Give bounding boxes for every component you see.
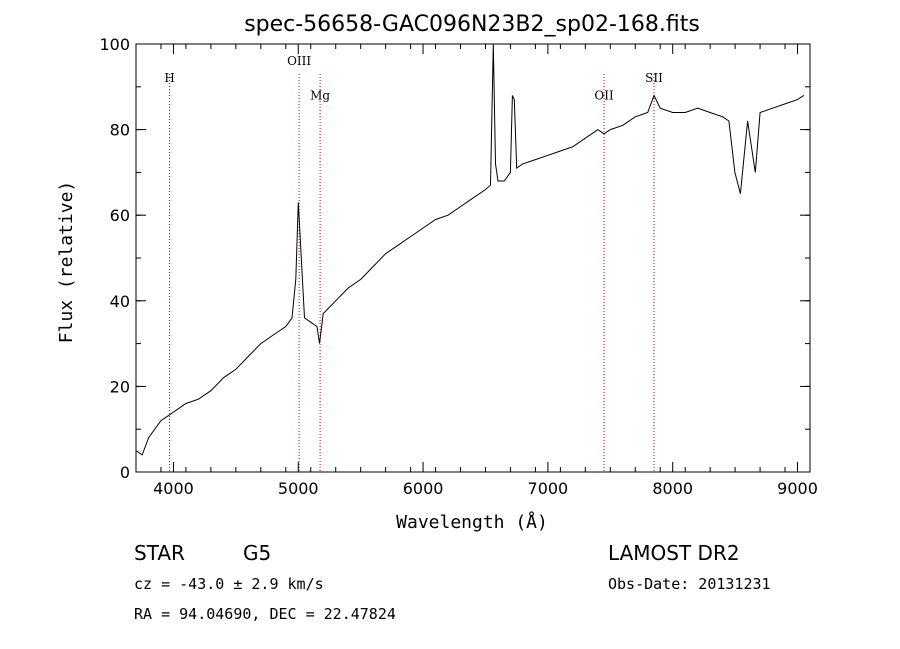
x-tick-label: 5000 bbox=[278, 479, 319, 498]
y-axis-label: Flux (relative) bbox=[56, 181, 77, 344]
x-tick-label: 4000 bbox=[153, 479, 194, 498]
x-axis-label: Wavelength (Å) bbox=[396, 511, 548, 533]
spectrum-line bbox=[135, 43, 805, 456]
redshift-info: cz = -43.0 ± 2.9 km/s bbox=[134, 575, 324, 593]
line-marker-label: Mg bbox=[310, 88, 330, 102]
plot-frame bbox=[135, 43, 811, 473]
y-tick-label: 40 bbox=[110, 292, 130, 311]
x-tick-label: 6000 bbox=[403, 479, 444, 498]
x-tick-label: 8000 bbox=[652, 479, 693, 498]
y-tick-label: 0 bbox=[120, 463, 130, 482]
plot-area: 4000 5000 6000 7000 8000 9000 0 20 40 60 80 100 H OI… bbox=[99, 35, 817, 498]
x-tick-label: 7000 bbox=[528, 479, 569, 498]
y-tick-label: 100 bbox=[99, 35, 130, 54]
line-marker-label: H bbox=[164, 71, 174, 85]
axis-ticks: 4000 5000 6000 7000 8000 9000 0 20 40 60 80 100 bbox=[99, 35, 817, 498]
coordinates: RA = 94.04690, DEC = 22.47824 bbox=[134, 605, 396, 623]
y-tick-label: 60 bbox=[110, 206, 130, 225]
line-marker-label: OII bbox=[594, 88, 614, 102]
object-subclass: G5 bbox=[243, 541, 271, 565]
x-tick-label: 9000 bbox=[777, 479, 818, 498]
line-marker-label: OIII bbox=[287, 54, 311, 68]
object-class: STAR bbox=[134, 541, 185, 565]
survey-name: LAMOST DR2 bbox=[608, 541, 740, 565]
obs-date: Obs-Date: 20131231 bbox=[608, 575, 771, 593]
line-markers: H OIII Mg OII SII bbox=[164, 54, 663, 472]
line-marker-label: SII bbox=[645, 71, 663, 85]
chart-title: spec-56658-GAC096N23B2_sp02-168.fits bbox=[244, 12, 700, 37]
y-tick-label: 20 bbox=[110, 377, 130, 396]
y-tick-label: 80 bbox=[110, 121, 130, 140]
